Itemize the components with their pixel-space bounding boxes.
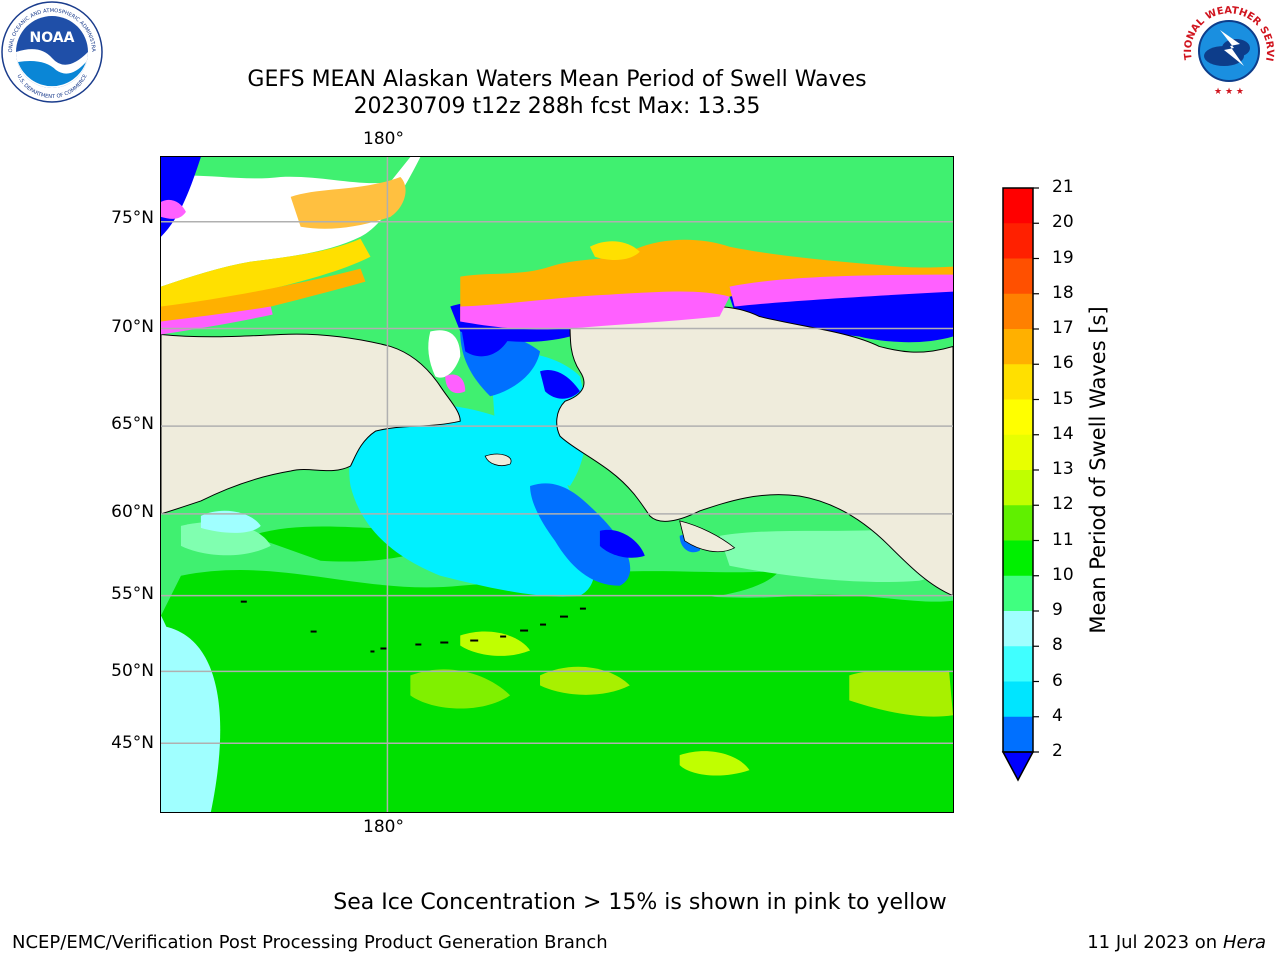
colorbar-segment [1003, 188, 1033, 224]
siberia-landmass [161, 333, 461, 515]
colorbar-segment [1003, 329, 1033, 365]
map-title: GEFS MEAN Alaskan Waters Mean Period of … [247, 67, 867, 92]
colorbar-tick-label: 13 [1052, 459, 1074, 479]
swell-zone-4s [530, 483, 631, 586]
colorbar-tick-label: 4 [1052, 705, 1063, 726]
map-canvas [161, 157, 953, 812]
lat-label-70: 70°N [111, 317, 154, 337]
lat-label-60: 60°N [111, 502, 154, 522]
lat-label-75: 75°N [111, 208, 154, 228]
colorbar-tick-label: 15 [1052, 388, 1074, 409]
colorbar-tick-label: 6 [1052, 670, 1063, 691]
credit-branch: NCEP/EMC/Verification Post Processing Pr… [12, 932, 608, 953]
colorbar-segment [1003, 505, 1033, 541]
colorbar-segment [1003, 681, 1033, 718]
colorbar-segment [1003, 716, 1033, 753]
st-lawrence-island [484, 453, 512, 467]
lat-label-45: 45°N [111, 733, 154, 753]
noaa-logo: NOAA NATIONAL OCEANIC AND ATMOSPHERIC AD… [0, 0, 103, 103]
lon-label-bottom: 180° [363, 817, 404, 837]
sea-ice-footnote: Sea Ice Concentration > 15% is shown in … [333, 890, 947, 915]
svg-text:NOAA: NOAA [30, 30, 75, 46]
sea-ice-edge-yellow [161, 238, 371, 312]
colorbar-tick-label: 21 [1052, 177, 1074, 197]
colorbar-tick-label: 11 [1052, 529, 1074, 550]
colorbar-tick-label: 10 [1052, 564, 1074, 585]
colorbar-segment [1003, 293, 1033, 330]
colorbar-tick-label: 20 [1052, 212, 1074, 233]
colorbar-segments [1001, 188, 1035, 782]
map-subtitle: 20230709 t12z 288h fcst Max: 13.35 [353, 94, 761, 119]
map-panel[interactable] [160, 156, 954, 813]
colorbar-tick-label: 16 [1052, 353, 1074, 374]
lon-label-top: 180° [363, 129, 404, 149]
aleutian-islands [240, 600, 586, 653]
colorbar-tick-label: 19 [1052, 247, 1074, 268]
lat-label-50: 50°N [111, 661, 154, 681]
colorbar-segment [1003, 399, 1033, 436]
colorbar-segment [1003, 258, 1033, 295]
swell-zone-2s [540, 370, 580, 399]
credit-date: 11 Jul 2023 on Hera [1087, 932, 1266, 953]
graticule [161, 157, 953, 812]
colorbar-tick-label: 18 [1052, 282, 1074, 303]
colorbar-tick-label: 9 [1052, 600, 1063, 620]
colorbar-segment [1003, 434, 1033, 471]
colorbar-segment [1003, 611, 1033, 647]
nws-logo: NATIONAL WEATHER SERVICE ★ ★ ★ [1178, 0, 1278, 100]
colorbar-segment [1003, 646, 1033, 682]
swell-zone-12s [410, 669, 511, 709]
colorbar-segment [1003, 364, 1033, 400]
colorbar-segment [1003, 540, 1033, 577]
svg-text:★ ★ ★: ★ ★ ★ [1214, 87, 1244, 97]
colorbar-tick-label: 2 [1052, 741, 1063, 761]
colorbar-extension [1001, 751, 1035, 782]
colorbar-tick-label: 14 [1052, 423, 1074, 444]
lat-label-65: 65°N [111, 414, 154, 434]
colorbar-tick-label: 12 [1052, 494, 1074, 515]
lat-label-55: 55°N [111, 584, 154, 604]
alaska-landmass [556, 306, 953, 597]
colorbar-segment [1003, 575, 1033, 612]
sea-ice-edge-pink [161, 306, 273, 335]
colorbar [1001, 187, 1039, 782]
colorbar-tick-label: 17 [1052, 318, 1074, 338]
colorbar-segment [1003, 470, 1033, 506]
credit-machine: Hera [1222, 932, 1266, 953]
colorbar-title: Mean Period of Swell Waves [s] [1086, 306, 1110, 634]
alaska-peninsula [679, 520, 736, 553]
colorbar-tick-label: 8 [1052, 635, 1063, 656]
colorbar-segment [1003, 223, 1033, 259]
